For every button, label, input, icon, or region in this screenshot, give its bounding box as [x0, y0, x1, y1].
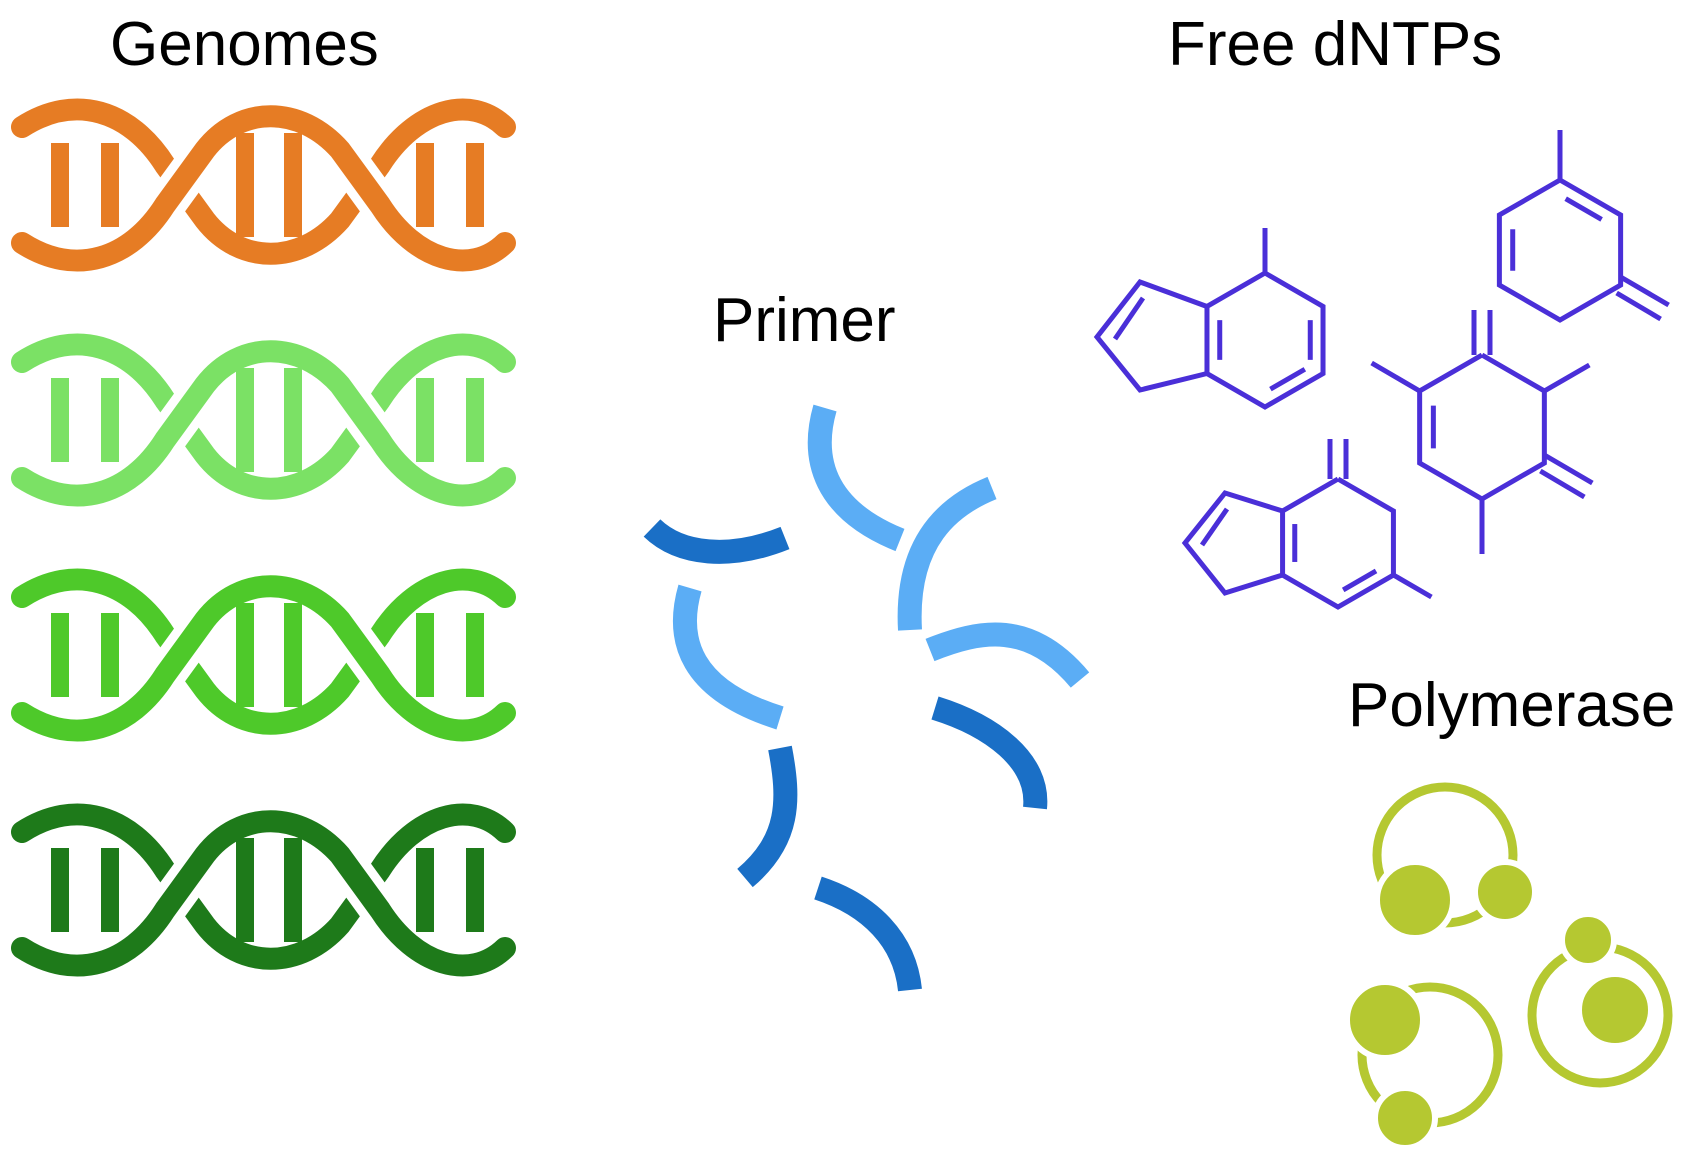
primer-fragment-icon [814, 876, 922, 992]
nucleotide-molecule-icon [1181, 439, 1433, 610]
dna-double-helix-icon [11, 566, 519, 751]
polymerase-enzyme-icon [1372, 782, 1538, 941]
polymerase-enzyme-icon [1344, 979, 1503, 1151]
dna-double-helix-icon [11, 96, 519, 281]
polymerase-enzyme-icon [1527, 911, 1673, 1088]
nucleotide-molecule-icon [1370, 310, 1594, 554]
nucleotide-molecule-icon [1093, 228, 1326, 410]
primer-fragment-icon [931, 696, 1048, 810]
dntps-label: Free dNTPs [1168, 10, 1503, 79]
dna-double-helix-icon [11, 331, 519, 516]
nucleotide-molecule-icon [1496, 130, 1670, 323]
polymerase-label: Polymerase [1348, 671, 1676, 740]
primer-fragment-icon [737, 745, 798, 888]
primer-label: Primer [713, 286, 896, 355]
dna-double-helix-icon [11, 801, 519, 986]
genomes-label: Genomes [110, 10, 379, 79]
primer-fragment-icon [807, 404, 905, 552]
primer-fragment-icon [925, 622, 1090, 688]
primer-fragment-icon [643, 518, 790, 564]
primer-fragment-icon [897, 476, 997, 631]
primer-fragment-icon [672, 584, 784, 730]
